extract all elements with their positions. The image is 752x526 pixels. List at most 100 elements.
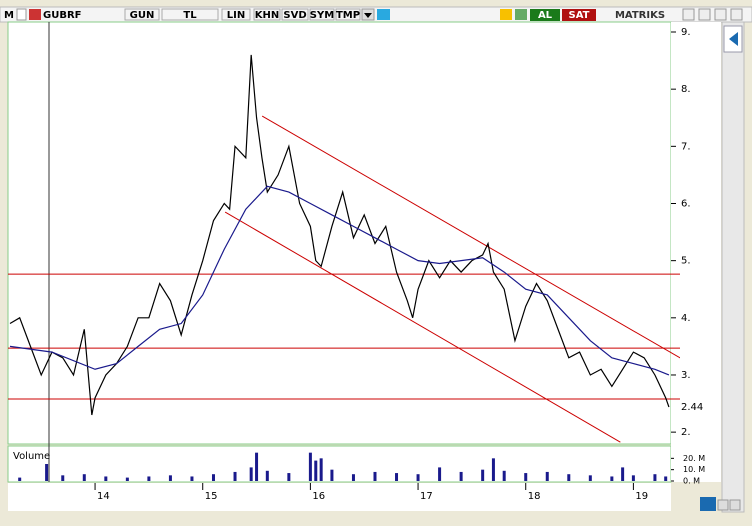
volume-bar (664, 476, 668, 481)
volume-bar (502, 470, 506, 481)
toolbar-button-label: GUN (130, 10, 155, 21)
y-tick-label: 3. (681, 370, 691, 381)
toolbar-button-label: SVD (283, 10, 306, 21)
volume-bar (233, 471, 237, 481)
symbol[interactable]: GUBRF (43, 10, 81, 21)
volume-bar (481, 469, 485, 481)
volume-bar (373, 471, 377, 481)
volume-bar (330, 469, 334, 481)
volume-bar (653, 474, 657, 481)
x-tick-label: 15 (205, 491, 218, 502)
x-axis-strip (8, 483, 671, 511)
sell-button[interactable] (562, 9, 596, 21)
volume-bar (147, 476, 151, 481)
volume-bar (308, 452, 312, 481)
price-line (9, 54, 670, 416)
volume-bar (395, 473, 399, 481)
x-tick-label: 18 (528, 491, 541, 502)
x-tick-label: 19 (635, 491, 648, 502)
volume-bar (610, 476, 614, 481)
volume-bar (211, 474, 215, 481)
last-price-box (672, 400, 706, 413)
toolbar-button-label: KHN (255, 10, 280, 21)
volume-bar (265, 470, 269, 481)
toolbar-button[interactable] (281, 8, 309, 21)
volume-bar (491, 458, 495, 481)
volume-bar (314, 460, 318, 481)
toolbar-button-label: SYM (310, 10, 334, 21)
toolbar-button[interactable] (124, 8, 160, 21)
minimize[interactable] (682, 8, 695, 21)
x-tick-label: 17 (420, 491, 433, 502)
y-tick-label: 4. (681, 313, 691, 324)
toolbar-button-label: TMP (336, 10, 360, 21)
scroll-right[interactable] (729, 499, 741, 511)
buy-label: AL (538, 10, 553, 21)
y-tick-label: 2. (681, 427, 691, 438)
volume-bar (631, 475, 635, 481)
scroll-left[interactable] (717, 499, 729, 511)
toolbar-button[interactable] (221, 8, 251, 21)
toolbar-button-label: LIN (227, 10, 245, 21)
price-pane (7, 21, 672, 445)
toolbar-button[interactable] (253, 8, 281, 21)
buy-button[interactable] (530, 9, 560, 21)
axis-strip (671, 22, 721, 482)
twitter-icon[interactable] (377, 9, 390, 20)
volume-bar (104, 476, 108, 481)
volume-bar (249, 467, 253, 481)
logo: M (4, 10, 14, 21)
scrollbar[interactable] (721, 21, 745, 513)
volume-bar (45, 464, 49, 481)
trend-line (261, 115, 680, 359)
zoom-button[interactable] (700, 497, 716, 511)
y-tick-label: 5. (681, 256, 691, 267)
volume-bar (61, 475, 65, 481)
y-tick-label: 8. (681, 84, 691, 95)
y-tick-label: 6. (681, 198, 691, 209)
toolbar-button[interactable] (335, 8, 361, 21)
close[interactable] (730, 8, 743, 21)
volume-tick-label: 10. M (683, 465, 705, 474)
last-price-label: 2.44 (681, 402, 703, 413)
y-tick-label: 7. (681, 141, 691, 152)
volume-bar (438, 467, 442, 481)
trend-line (224, 211, 621, 443)
x-tick-label: 16 (312, 491, 325, 502)
volume-bar (168, 475, 172, 481)
volume-tick-label: 20. M (683, 454, 705, 463)
volume-bar (621, 467, 625, 481)
volume-bar (416, 474, 420, 481)
brand: MATRIKS (615, 10, 665, 21)
maximize[interactable] (714, 8, 727, 21)
volume-bar (255, 452, 259, 481)
bolt-icon[interactable] (500, 9, 512, 20)
price-line (9, 185, 670, 376)
volume-bar (190, 476, 194, 481)
search-box[interactable] (16, 8, 27, 21)
dropdown-arrow (364, 13, 372, 18)
toolbar-button-label: TL (183, 10, 197, 21)
volume-bar (82, 474, 86, 481)
toolbar-button[interactable] (161, 8, 219, 21)
volume-bar (545, 471, 549, 481)
toolbar-button[interactable] (309, 8, 335, 21)
refresh-icon[interactable] (515, 9, 527, 20)
volume-label: Volume (13, 451, 50, 462)
volume-bar (18, 477, 22, 481)
volume-bar (351, 474, 355, 481)
volume-bar (588, 475, 592, 481)
plot (8, 54, 680, 443)
flag-icon (29, 9, 41, 20)
x-tick-label: 14 (97, 491, 110, 502)
volume-pane (7, 445, 672, 483)
volume-bar (567, 474, 571, 481)
sell-label: SAT (569, 10, 590, 21)
volume-bar (125, 477, 129, 481)
volume-bar (524, 473, 528, 481)
toggle-arrow (729, 32, 738, 46)
y-tick-label: 9. (681, 27, 691, 38)
restore[interactable] (698, 8, 711, 21)
volume-bar (287, 473, 291, 481)
